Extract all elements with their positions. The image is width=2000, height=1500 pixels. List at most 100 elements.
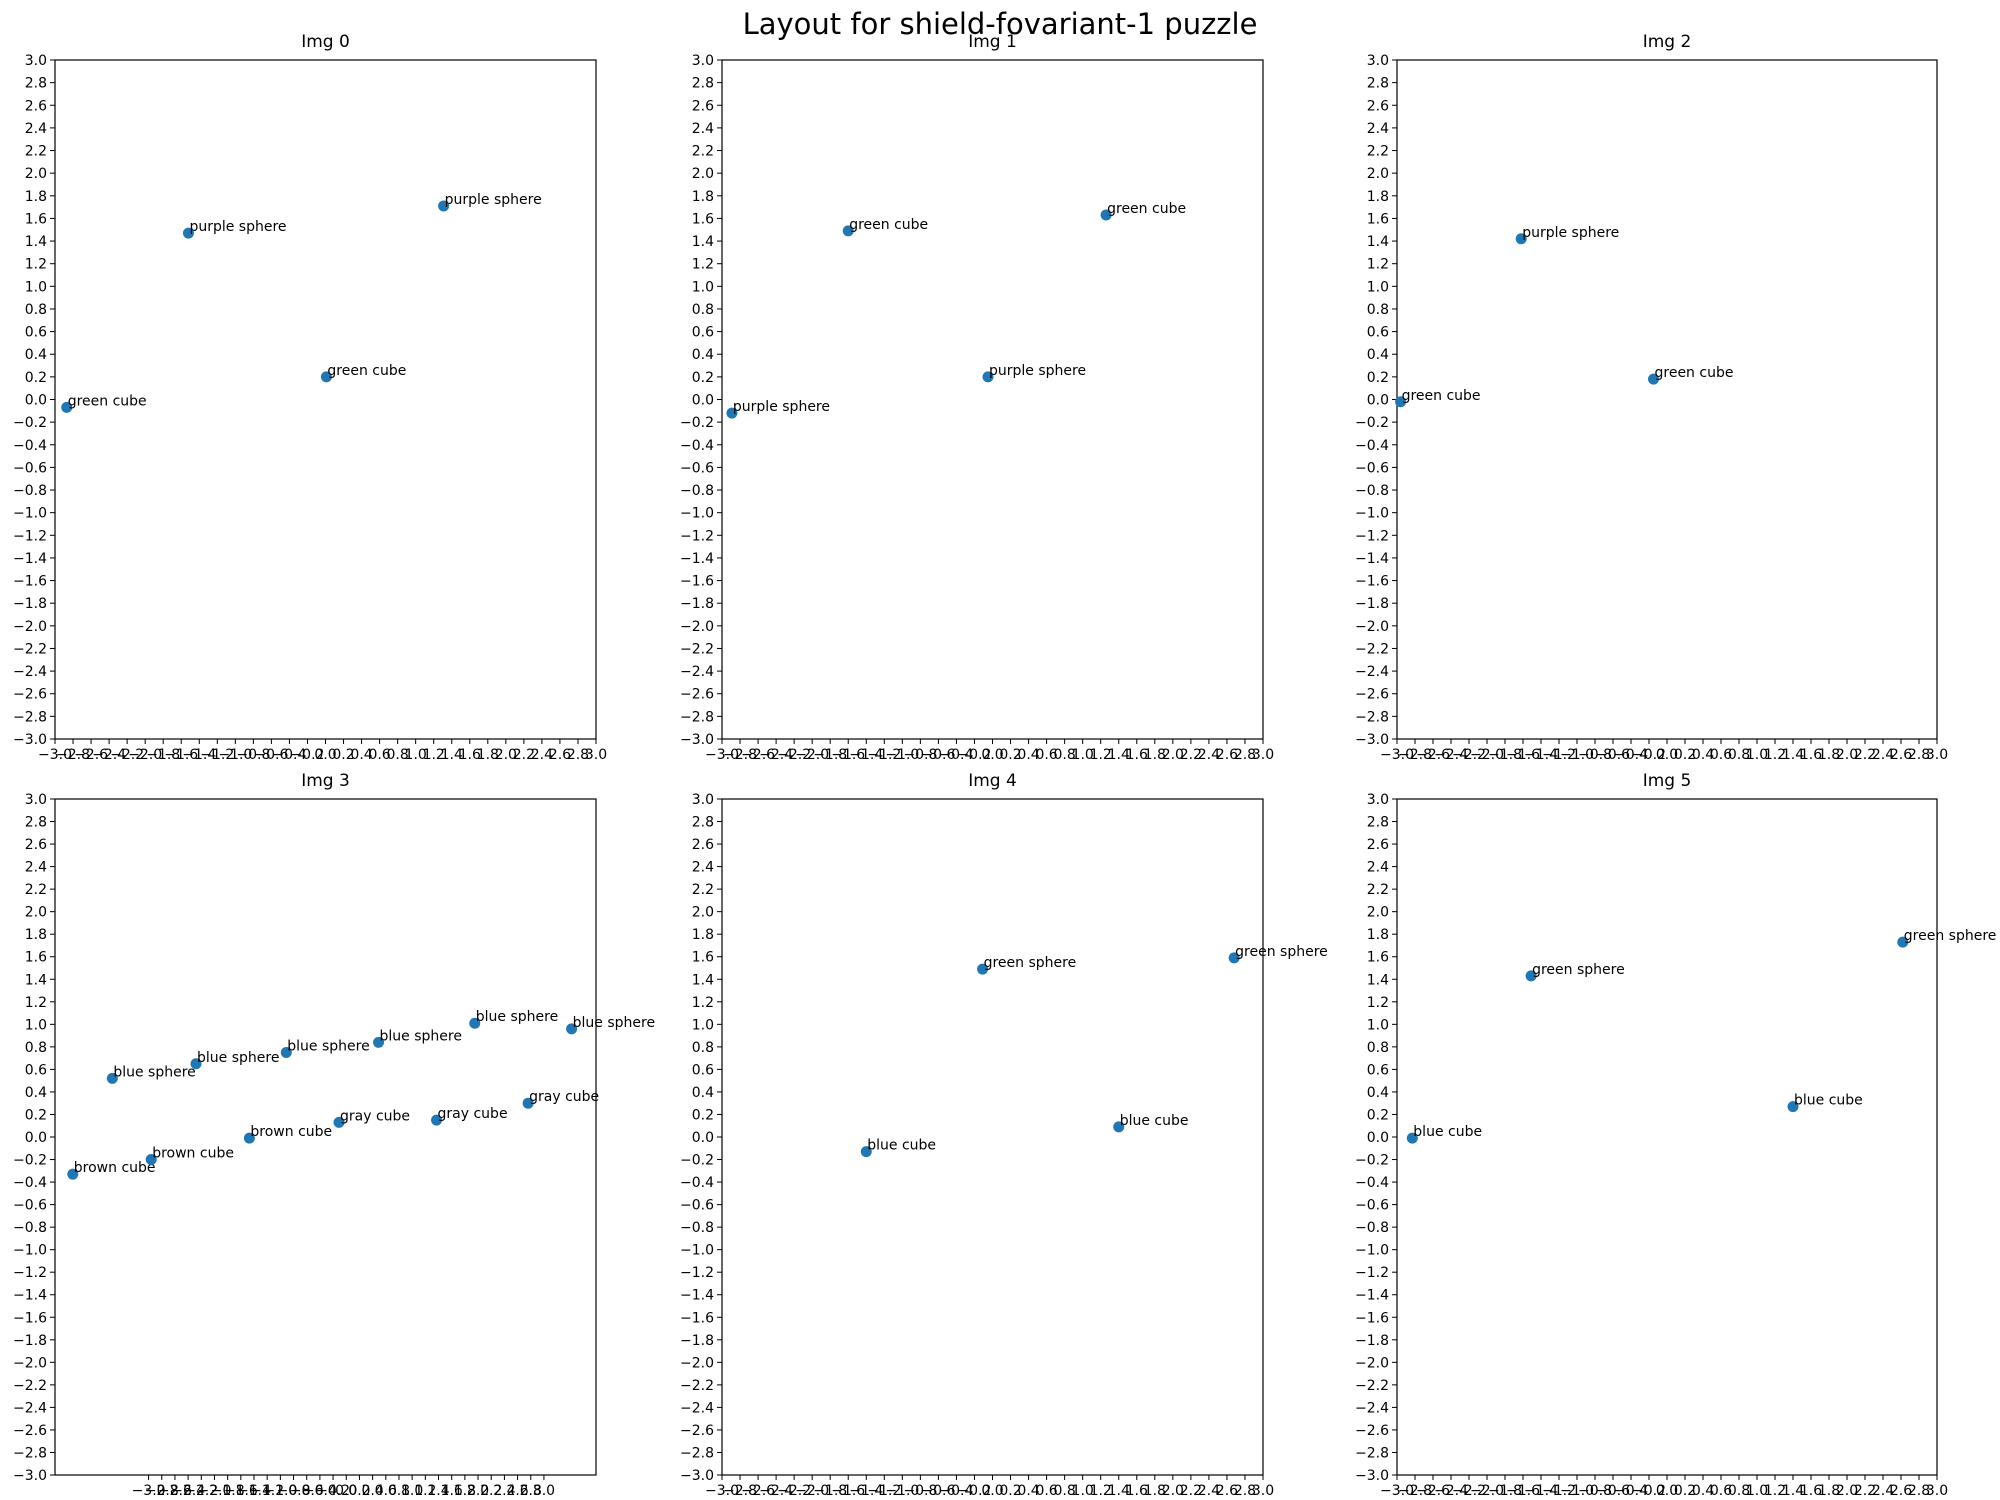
x-tick-label: 1.4 xyxy=(441,747,463,763)
y-tick-label: −1.2 xyxy=(680,528,714,544)
point-label: gray cube xyxy=(529,1089,599,1105)
y-tick-label: −2.2 xyxy=(13,1378,47,1394)
y-tick-label: 2.0 xyxy=(692,905,714,921)
x-tick-label: 2.0 xyxy=(1162,1483,1184,1499)
x-tick-label: 0.8 xyxy=(388,1483,410,1499)
x-tick-label: 0.8 xyxy=(1728,747,1750,763)
x-tick-label: −1.8 xyxy=(146,747,180,763)
x-tick-label: 2.2 xyxy=(1180,747,1202,763)
subplot: Img 2−3.0−2.8−2.6−2.4−2.2−2.0−1.8−1.6−1.… xyxy=(1355,32,1948,763)
x-tick-label: 1.6 xyxy=(441,1483,463,1499)
point xyxy=(842,225,854,237)
point xyxy=(1525,970,1537,982)
y-tick-label: 1.8 xyxy=(692,927,714,943)
y-tick-label: 0.2 xyxy=(1367,1107,1389,1123)
x-tick-label: 2.2 xyxy=(1180,1483,1202,1499)
x-tick-label: 2.6 xyxy=(1216,1483,1238,1499)
y-tick-label: 0.0 xyxy=(692,1130,714,1146)
x-tick-label: 2.6 xyxy=(549,747,571,763)
y-tick-label: 1.4 xyxy=(25,972,47,988)
x-tick-label: 1.2 xyxy=(1090,1483,1112,1499)
y-tick-label: 2.0 xyxy=(25,166,47,182)
y-tick-label: −2.6 xyxy=(1355,1423,1389,1439)
y-tick-label: 0.4 xyxy=(692,347,714,363)
y-tick-label: −1.2 xyxy=(13,528,47,544)
point-label: gray cube xyxy=(438,1106,508,1122)
point-label: brown cube xyxy=(74,1160,156,1176)
x-tick-label: −1.6 xyxy=(224,1483,258,1499)
point-label: blue sphere xyxy=(113,1064,195,1080)
y-tick-label: −0.6 xyxy=(1355,1198,1389,1214)
y-tick-label: −0.2 xyxy=(1355,1153,1389,1169)
x-tick-label: 1.8 xyxy=(454,1483,476,1499)
y-tick-label: −0.4 xyxy=(13,438,47,454)
point xyxy=(438,200,450,212)
y-tick-label: 2.6 xyxy=(1367,837,1389,853)
x-tick-label: 0.2 xyxy=(999,747,1021,763)
y-tick-label: −2.0 xyxy=(1355,1355,1389,1371)
point-label: blue cube xyxy=(1794,1093,1863,1109)
point xyxy=(190,1058,202,1070)
y-tick-label: 1.0 xyxy=(692,279,714,295)
y-tick-label: 1.8 xyxy=(692,189,714,205)
x-tick-label: 2.4 xyxy=(493,1483,515,1499)
x-tick-label: −2.4 xyxy=(92,747,126,763)
x-tick-label: 1.0 xyxy=(1072,1483,1094,1499)
x-tick-label: −2.2 xyxy=(777,747,811,763)
x-tick-label: −0.2 xyxy=(957,747,991,763)
figure-title: Layout for shield-fovariant-1 puzzle xyxy=(743,7,1258,41)
x-tick-label: 1.8 xyxy=(1144,747,1166,763)
y-tick-label: 0.2 xyxy=(25,1107,47,1123)
y-tick-label: 2.4 xyxy=(1367,860,1389,876)
y-tick-label: 3.0 xyxy=(1367,53,1389,69)
x-tick-label: −0.2 xyxy=(957,1483,991,1499)
y-tick-label: −3.0 xyxy=(680,732,714,748)
y-tick-label: −1.2 xyxy=(1355,528,1389,544)
y-tick-label: 1.0 xyxy=(1367,279,1389,295)
y-tick-label: 2.8 xyxy=(25,815,47,831)
point-label: green cube xyxy=(327,363,406,379)
subplot-title: Img 5 xyxy=(1643,771,1692,791)
point xyxy=(61,401,73,413)
y-tick-label: 0.0 xyxy=(1367,1130,1389,1146)
x-tick-label: 2.6 xyxy=(1890,1483,1912,1499)
x-tick-label: −1.8 xyxy=(1488,747,1522,763)
x-tick-label: 1.2 xyxy=(1764,1483,1786,1499)
x-tick-label: 2.2 xyxy=(513,747,535,763)
x-tick-label: 0.6 xyxy=(1035,747,1057,763)
point xyxy=(243,1132,255,1144)
x-tick-label: −2.6 xyxy=(741,1483,775,1499)
y-tick-label: 1.0 xyxy=(1367,1017,1389,1033)
y-tick-label: 1.4 xyxy=(1367,234,1389,250)
y-tick-label: 1.4 xyxy=(692,972,714,988)
x-tick-label: 1.6 xyxy=(1126,1483,1148,1499)
x-tick-label: −1.4 xyxy=(237,1483,271,1499)
y-tick-label: −1.0 xyxy=(680,506,714,522)
y-tick-label: −2.2 xyxy=(680,641,714,657)
x-tick-label: −1.6 xyxy=(831,1483,865,1499)
y-tick-label: 0.2 xyxy=(692,370,714,386)
y-tick-label: −2.6 xyxy=(680,1423,714,1439)
y-tick-label: 0.0 xyxy=(692,393,714,409)
axes-frame xyxy=(54,59,597,740)
y-tick-label: 2.8 xyxy=(1367,815,1389,831)
y-tick-label: −2.8 xyxy=(13,1445,47,1461)
x-tick-label: 1.8 xyxy=(477,747,499,763)
x-tick-label: 0.6 xyxy=(368,747,390,763)
point xyxy=(1515,233,1527,245)
y-tick-label: −1.0 xyxy=(13,506,47,522)
x-tick-label: −0.6 xyxy=(290,1483,324,1499)
x-tick-label: −3.0 xyxy=(132,1483,166,1499)
y-tick-label: 2.2 xyxy=(692,882,714,898)
x-tick-label: −1.6 xyxy=(831,747,865,763)
x-tick-label: 0.0 xyxy=(1656,1483,1678,1499)
y-tick-label: 1.0 xyxy=(25,279,47,295)
x-tick-label: 1.2 xyxy=(1090,747,1112,763)
x-tick-label: −1.8 xyxy=(211,1483,245,1499)
y-tick-label: −0.2 xyxy=(13,1153,47,1169)
y-tick-label: −1.4 xyxy=(680,1288,714,1304)
x-tick-label: 2.8 xyxy=(567,747,589,763)
x-tick-label: −1.0 xyxy=(885,747,919,763)
x-tick-label: 1.2 xyxy=(423,747,445,763)
y-tick-label: 3.0 xyxy=(1367,792,1389,808)
